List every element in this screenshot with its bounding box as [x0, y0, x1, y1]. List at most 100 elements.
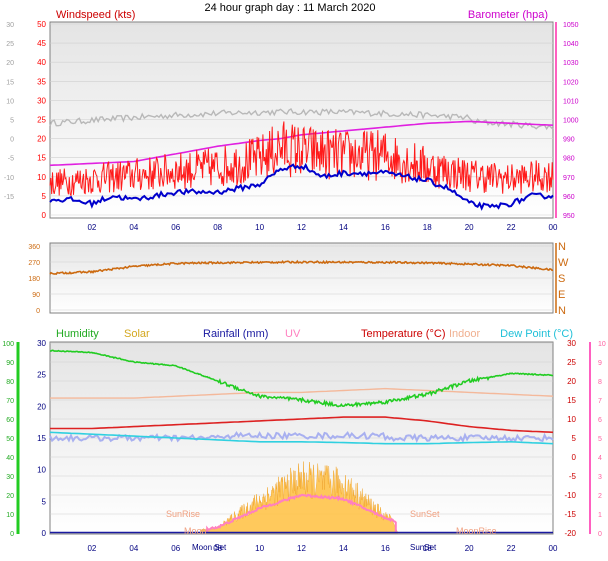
chart-title: 24 hour graph day : 11 March 2020 [204, 2, 375, 14]
panel3-ticks: 1009080706050403020100302520151050302520… [2, 339, 606, 553]
temperature-right-tick-label: -5 [569, 472, 577, 481]
temperature-tick-label: -5 [8, 156, 14, 163]
windspeed-tick-label: 25 [37, 116, 46, 125]
uv-tick-label: 1 [598, 512, 602, 519]
sunrise-label: SunRise [166, 509, 200, 519]
direction-tick-label: 180 [28, 276, 40, 283]
temperature-right-tick-label: 15 [567, 396, 576, 405]
barometer-tick-label: 1030 [563, 60, 579, 67]
sunset-lower-label: SunSet [410, 543, 437, 552]
wind-direction-line [49, 259, 554, 276]
compass-tick-label: N [558, 305, 566, 317]
panel2-series [49, 243, 557, 313]
time-tick-label: 18 [423, 544, 432, 553]
barometer-tick-label: 1000 [563, 118, 579, 125]
time-tick-label: 00 [549, 544, 558, 553]
humidity-tick-label: 50 [6, 436, 14, 443]
uv-tick-label: 10 [598, 341, 606, 348]
windspeed-tick-label: 10 [37, 173, 46, 182]
humidity-tick-label: 10 [6, 512, 14, 519]
indoor-humidity-band [49, 430, 554, 444]
humidity-tick-label: 90 [6, 360, 14, 367]
moonset-label: Moon Set [192, 543, 227, 552]
time-tick-label: 20 [465, 223, 474, 232]
temperature-tick-label: 0 [10, 137, 14, 144]
time-tick-label: 02 [87, 223, 96, 232]
barometer-line [49, 120, 554, 167]
barometer-tick-label: 990 [563, 137, 575, 144]
rainfall-tick-label: 0 [42, 529, 47, 538]
time-tick-label: 10 [255, 544, 264, 553]
time-tick-label: 00 [549, 223, 558, 232]
temperature-tick-label: 5 [10, 118, 14, 125]
panel-wind-barometer: Windspeed (kts) Barometer (hpa) 50454035… [4, 9, 579, 232]
rainfall-tick-label: 5 [42, 497, 47, 506]
windspeed-tick-label: 30 [37, 96, 46, 105]
sunset-label: SunSet [410, 509, 440, 519]
uv-line [206, 493, 397, 533]
temperature-tick-label: 30 [6, 22, 14, 29]
time-tick-label: 02 [87, 544, 96, 553]
uv-tick-label: 2 [598, 493, 602, 500]
barometer-tick-label: 1050 [563, 22, 579, 29]
temperature-tick-label: 10 [6, 98, 14, 105]
barometer-tick-label: 970 [563, 175, 575, 182]
temperature-right-tick-label: 0 [572, 453, 577, 462]
solar-area [200, 461, 399, 534]
direction-tick-label: 360 [28, 244, 40, 251]
direction-tick-label: 90 [32, 292, 40, 299]
time-tick-label: 08 [213, 223, 222, 232]
moon-label: Moon [184, 526, 207, 536]
uv-tick-label: 8 [598, 379, 602, 386]
humidity-tick-label: 30 [6, 474, 14, 481]
time-tick-label: 04 [129, 223, 138, 232]
uv-tick-label: 4 [598, 455, 602, 462]
barometer-tick-label: 960 [563, 194, 575, 201]
temperature-tick-label: -10 [4, 175, 14, 182]
barometer-tick-label: 980 [563, 156, 575, 163]
windspeed-tick-label: 15 [37, 154, 46, 163]
temperature-tick-label: 20 [6, 60, 14, 67]
indoor-line [50, 387, 554, 399]
compass-tick-label: W [558, 257, 569, 269]
humidity-tick-label: 40 [6, 455, 14, 462]
humidity-tick-label: 100 [2, 341, 14, 348]
dewpoint-line [49, 431, 554, 445]
panel3-series [16, 342, 591, 534]
windspeed-tick-label: 5 [42, 192, 47, 201]
uv-tick-label: 3 [598, 474, 602, 481]
time-tick-label: 20 [465, 544, 474, 553]
humidity-tick-label: 80 [6, 379, 14, 386]
legend-uv: UV [285, 328, 301, 340]
temperature-right-tick-label: -20 [564, 529, 576, 538]
humidity-tick-label: 70 [6, 398, 14, 405]
temperature-right-tick-label: -10 [564, 491, 576, 500]
wind-average-line [49, 162, 554, 211]
windspeed-tick-label: 40 [37, 58, 46, 67]
legend-humidity: Humidity [56, 328, 99, 340]
temperature-tick-label: 15 [6, 79, 14, 86]
time-tick-label: 16 [381, 544, 390, 553]
panel-humidity-temperature: Humidity Solar Rainfall (mm) UV Temperat… [2, 328, 606, 553]
windspeed-tick-label: 45 [37, 39, 46, 48]
time-tick-label: 16 [381, 223, 390, 232]
temperature-right-tick-label: -15 [564, 510, 576, 519]
time-tick-label: 04 [129, 544, 138, 553]
moonrise-label: MoonRise [456, 526, 497, 536]
time-tick-label: 06 [171, 544, 180, 553]
windspeed-tick-label: 20 [37, 135, 46, 144]
rainfall-tick-label: 25 [37, 371, 46, 380]
barometer-tick-label: 950 [563, 213, 575, 220]
time-tick-label: 12 [297, 544, 306, 553]
barometer-tick-label: 1020 [563, 79, 579, 86]
direction-tick-label: 0 [36, 308, 40, 315]
windspeed-tick-label: 50 [37, 20, 46, 29]
uv-tick-label: 5 [598, 436, 602, 443]
compass-tick-label: N [558, 241, 566, 253]
windspeed-tick-label: 0 [42, 211, 47, 220]
temperature-tick-label: -15 [4, 194, 14, 201]
temperature-tick-label: 25 [6, 41, 14, 48]
uv-tick-label: 9 [598, 360, 602, 367]
temperature-right-tick-label: 20 [567, 377, 576, 386]
